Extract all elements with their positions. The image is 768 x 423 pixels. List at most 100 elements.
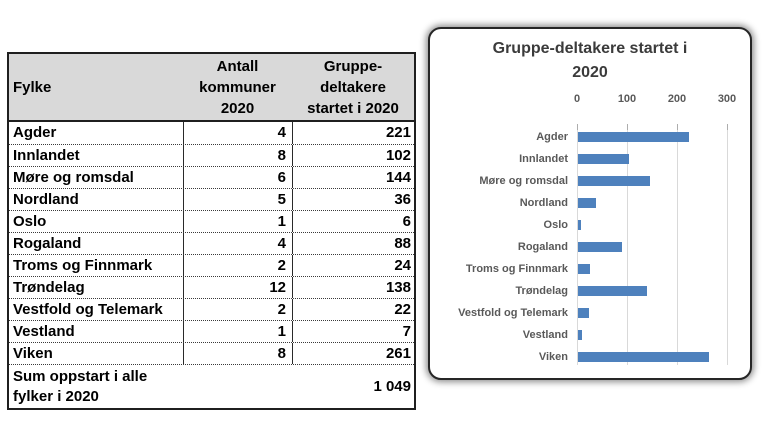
cell-fylke: Agder: [13, 124, 57, 141]
sum-label-line2: fylker i 2020: [13, 387, 99, 405]
chart-bar: [578, 264, 590, 274]
chart-bar: [578, 242, 622, 252]
fylke-table: Fylke Antall kommuner 2020 Gruppe- delta…: [7, 52, 416, 410]
x-axis-tick-label: 300: [717, 93, 737, 105]
cell-deltakere: 102: [292, 145, 414, 166]
chart-category-row: Rogaland: [430, 236, 750, 258]
chart-bar: [578, 132, 689, 142]
cell-fylke: Trøndelag: [13, 279, 85, 296]
gridline: [627, 124, 628, 365]
cell-deltakere: 144: [292, 167, 414, 188]
cell-kommuner: 1: [183, 321, 292, 342]
table-row: Troms og Finnmark 2 24: [9, 254, 414, 276]
header-fylke: Fylke: [13, 78, 52, 96]
category-label: Trøndelag: [515, 285, 568, 297]
chart-bar: [578, 308, 589, 318]
chart-bar: [578, 330, 582, 340]
cell-kommuner: 4: [183, 122, 292, 144]
category-label: Troms og Finnmark: [465, 263, 568, 275]
chart-category-row: Trøndelag: [430, 280, 750, 302]
cell-fylke: Oslo: [13, 213, 47, 230]
table-row: Trøndelag 12 138: [9, 276, 414, 298]
header-antall-line3: 2020: [220, 100, 255, 117]
cell-fylke: Innlandet: [13, 147, 80, 164]
x-axis-tick-label: 0: [573, 93, 581, 105]
table-body: Agder 4 221 Innlandet 8 102 Møre og roms…: [9, 122, 414, 364]
cell-deltakere: 6: [292, 211, 414, 232]
gridline: [677, 124, 678, 365]
category-label: Agder: [536, 131, 568, 143]
cell-deltakere: 24: [292, 255, 414, 276]
header-gruppe-line2: deltakere: [320, 79, 386, 96]
header-antall-line1: Antall: [216, 58, 259, 75]
x-axis-tick-label: 200: [667, 93, 687, 105]
table-row: Nordland 5 36: [9, 188, 414, 210]
category-label: Oslo: [543, 219, 568, 231]
cell-fylke: Troms og Finnmark: [13, 257, 153, 274]
chart-category-row: Viken: [430, 346, 750, 368]
chart-title-line2: 2020: [572, 64, 608, 81]
header-gruppe-line3: startet i 2020: [307, 100, 399, 117]
header-gruppe-line1: Gruppe-: [323, 58, 383, 75]
cell-kommuner: 2: [183, 255, 292, 276]
x-axis-tick-label: 100: [617, 93, 637, 105]
chart-title: Gruppe-deltakere startet i 2020: [430, 37, 750, 85]
chart-category-row: Møre og romsdal: [430, 170, 750, 192]
category-label: Innlandet: [519, 153, 568, 165]
cell-kommuner: 4: [183, 233, 292, 254]
table-row: Agder 4 221: [9, 122, 414, 144]
chart-title-line1: Gruppe-deltakere startet i: [492, 40, 688, 57]
cell-fylke: Møre og romsdal: [13, 169, 134, 186]
cell-deltakere: 7: [292, 321, 414, 342]
cell-deltakere: 22: [292, 299, 414, 320]
cell-fylke: Nordland: [13, 191, 79, 208]
table-row: Møre og romsdal 6 144: [9, 166, 414, 188]
table-row: Viken 8 261: [9, 342, 414, 364]
cell-kommuner: 1: [183, 211, 292, 232]
chart-category-row: Agder: [430, 126, 750, 148]
chart-category-row: Vestfold og Telemark: [430, 302, 750, 324]
cell-kommuner: 2: [183, 299, 292, 320]
chart-bar: [578, 352, 709, 362]
cell-fylke: Rogaland: [13, 235, 82, 252]
cell-deltakere: 261: [292, 343, 414, 364]
cell-kommuner: 12: [183, 277, 292, 298]
chart-bar: [578, 176, 650, 186]
cell-deltakere: 36: [292, 189, 414, 210]
table-row: Vestland 1 7: [9, 320, 414, 342]
cell-fylke: Vestfold og Telemark: [13, 301, 163, 318]
chart-category-row: Troms og Finnmark: [430, 258, 750, 280]
category-label: Viken: [538, 351, 568, 363]
cell-deltakere: 221: [292, 122, 414, 144]
cell-deltakere: 138: [292, 277, 414, 298]
cell-fylke: Vestland: [13, 323, 75, 340]
table-sum-row: Sum oppstart i alle fylker i 2020 1 049: [9, 364, 414, 408]
category-label: Vestfold og Telemark: [458, 307, 568, 319]
axis-tick: [677, 124, 678, 130]
chart-bar: [578, 286, 647, 296]
chart-category-row: Vestland: [430, 324, 750, 346]
cell-fylke: Viken: [13, 345, 53, 362]
chart-category-row: Nordland: [430, 192, 750, 214]
table-row: Innlandet 8 102: [9, 144, 414, 166]
sum-label: Sum oppstart i alle fylker i 2020: [9, 367, 258, 407]
table-row: Oslo 1 6: [9, 210, 414, 232]
cell-deltakere: 88: [292, 233, 414, 254]
cell-kommuner: 8: [183, 343, 292, 364]
cell-kommuner: 8: [183, 145, 292, 166]
axis-tick: [627, 124, 628, 130]
chart-bar: [578, 220, 581, 230]
chart-bar: [578, 198, 596, 208]
x-axis: 0 100 200 300: [430, 93, 750, 109]
header-antall-kommuner: Antall kommuner 2020: [183, 54, 292, 120]
table-header-row: Fylke Antall kommuner 2020 Gruppe- delta…: [9, 54, 414, 122]
gridline: [727, 124, 728, 365]
axis-tick: [577, 124, 578, 130]
gridline: [577, 124, 578, 365]
category-label: Møre og romsdal: [479, 175, 568, 187]
chart-category-row: Innlandet: [430, 148, 750, 170]
header-antall-line2: kommuner: [199, 79, 276, 96]
cell-kommuner: 5: [183, 189, 292, 210]
axis-tick: [727, 124, 728, 130]
